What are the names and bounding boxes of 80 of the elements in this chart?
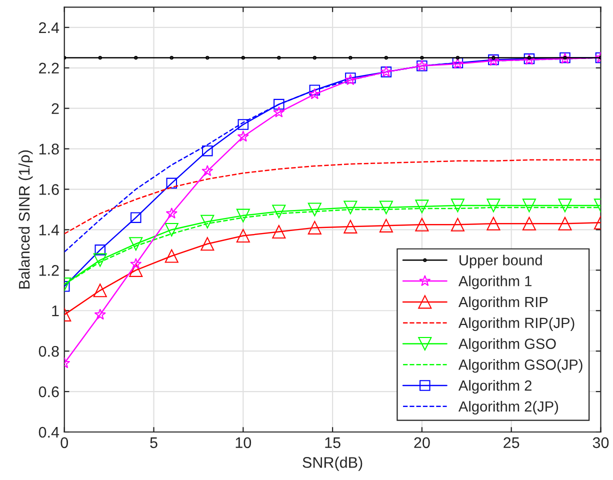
- point: [93, 284, 107, 298]
- point: [415, 200, 429, 214]
- point: [456, 56, 460, 60]
- point: [420, 56, 424, 60]
- y-tick-label: 2.4: [39, 22, 60, 33]
- point: [94, 244, 106, 256]
- point: [129, 237, 143, 251]
- point: [237, 130, 249, 142]
- y-tick-label: 2.2: [39, 62, 59, 74]
- x-axis-title: SNR(dB): [302, 456, 362, 471]
- point: [344, 200, 358, 214]
- point: [379, 200, 393, 214]
- x-tick-label: 30: [592, 437, 609, 448]
- y-tick-label: 1: [52, 306, 59, 316]
- point: [130, 258, 142, 270]
- point: [166, 178, 178, 189]
- point: [558, 198, 572, 212]
- legend-label: Algorithm RIP(JP): [458, 317, 574, 331]
- point: [272, 224, 286, 239]
- point: [486, 198, 500, 212]
- legend-label: Algorithm GSO: [458, 338, 556, 352]
- point: [129, 263, 143, 277]
- x-tick-label: 15: [325, 437, 340, 448]
- y-axis-title: Balanced SINR (1/ρ): [18, 150, 33, 288]
- x-tick-label: 10: [236, 437, 252, 448]
- point: [344, 220, 358, 234]
- point: [308, 88, 320, 100]
- point: [93, 253, 107, 267]
- point: [134, 56, 138, 60]
- point: [241, 56, 246, 60]
- x-tick-label: 25: [504, 437, 520, 448]
- legend-label: Algorithm GSO(JP): [458, 359, 582, 373]
- point: [522, 216, 536, 230]
- point: [312, 56, 317, 60]
- point: [309, 84, 320, 96]
- point: [273, 106, 285, 118]
- point: [415, 218, 429, 232]
- point: [272, 204, 286, 218]
- point: [274, 98, 284, 110]
- point: [238, 119, 249, 130]
- point: [450, 198, 464, 212]
- point: [94, 308, 106, 320]
- y-tick-label: 0.4: [38, 426, 60, 438]
- x-tick-label: 5: [150, 437, 158, 448]
- legend-label: Upper bound: [460, 254, 542, 268]
- point: [384, 56, 388, 60]
- point: [450, 218, 464, 232]
- point: [170, 56, 174, 60]
- x-tick-label: 20: [414, 437, 430, 448]
- point: [558, 216, 572, 230]
- point: [164, 249, 178, 263]
- y-tick-label: 2: [52, 103, 59, 114]
- legend-label: Algorithm 2(JP): [458, 400, 558, 414]
- point: [236, 208, 250, 222]
- point: [130, 212, 142, 223]
- legend-label: Algorithm 1: [458, 276, 532, 290]
- y-tick-label: 1.4: [39, 224, 60, 236]
- y-tick-label: 1.8: [39, 144, 59, 154]
- point: [486, 216, 500, 230]
- x-tick-label: 0: [60, 437, 68, 448]
- legend-label: Algorithm RIP: [458, 296, 548, 310]
- point: [202, 145, 213, 156]
- y-tick-label: 1.6: [39, 184, 59, 195]
- point: [202, 164, 214, 176]
- y-tick-label: 0.8: [38, 346, 59, 357]
- point: [308, 202, 322, 216]
- point: [205, 56, 210, 60]
- point: [98, 56, 102, 60]
- point: [379, 218, 393, 232]
- y-tick-label: 0.6: [38, 386, 59, 398]
- legend-label: Algorithm 2: [458, 380, 532, 394]
- y-tick-label: 1.2: [39, 265, 59, 276]
- point: [236, 229, 250, 243]
- point: [200, 237, 214, 251]
- point: [164, 222, 178, 236]
- point: [522, 198, 536, 212]
- point: [308, 220, 322, 234]
- point: [200, 214, 214, 228]
- line-series: [64, 159, 601, 234]
- point: [166, 207, 178, 219]
